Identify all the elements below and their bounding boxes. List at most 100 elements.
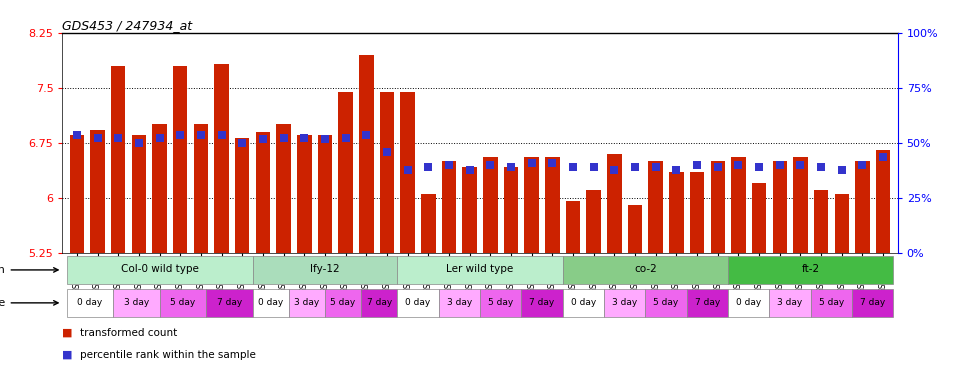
Text: ft-2: ft-2 — [802, 264, 820, 274]
Text: 5 day: 5 day — [330, 298, 355, 307]
Text: time: time — [0, 298, 58, 308]
Bar — [214, 64, 228, 253]
Text: 5 day: 5 day — [819, 298, 844, 307]
Bar — [728, 256, 894, 284]
Text: strain: strain — [0, 265, 58, 275]
Text: Ler wild type: Ler wild type — [446, 264, 514, 274]
Bar — [235, 138, 250, 253]
Bar — [173, 66, 187, 253]
Bar — [206, 289, 252, 317]
Point — [565, 164, 581, 170]
Point — [689, 162, 705, 168]
Bar — [587, 190, 601, 253]
Point — [544, 160, 560, 165]
Bar — [628, 205, 642, 253]
Point — [317, 136, 332, 142]
Point — [813, 164, 828, 170]
Text: 5 day: 5 day — [488, 298, 514, 307]
Text: 3 day: 3 day — [446, 298, 472, 307]
Text: 3 day: 3 day — [294, 298, 320, 307]
Bar — [690, 172, 705, 253]
Bar — [252, 256, 397, 284]
Bar — [463, 167, 477, 253]
Bar — [752, 183, 766, 253]
Text: GDS453 / 247934_at: GDS453 / 247934_at — [62, 19, 193, 32]
Bar — [852, 289, 894, 317]
Text: percentile rank within the sample: percentile rank within the sample — [80, 350, 255, 360]
Point — [586, 164, 601, 170]
Point — [483, 162, 498, 168]
Bar — [194, 124, 208, 253]
Bar — [769, 289, 811, 317]
Point — [854, 162, 870, 168]
Bar — [645, 289, 686, 317]
Text: 7 day: 7 day — [529, 298, 555, 307]
Text: 7 day: 7 day — [367, 298, 392, 307]
Point — [359, 132, 374, 138]
Text: 3 day: 3 day — [124, 298, 149, 307]
Bar — [607, 154, 622, 253]
Text: 0 day: 0 day — [258, 298, 283, 307]
Bar — [855, 161, 870, 253]
Point — [503, 164, 518, 170]
Point — [173, 132, 188, 138]
Bar — [289, 289, 324, 317]
Text: 5 day: 5 day — [654, 298, 679, 307]
Text: lfy-12: lfy-12 — [310, 264, 340, 274]
Bar — [811, 289, 852, 317]
Point — [710, 164, 726, 170]
Point — [648, 164, 663, 170]
Bar — [732, 157, 746, 253]
Bar — [132, 135, 146, 253]
Bar — [70, 135, 84, 253]
Bar — [297, 135, 311, 253]
Text: 7 day: 7 day — [695, 298, 720, 307]
Text: ■: ■ — [62, 350, 73, 360]
Bar — [252, 289, 289, 317]
Bar — [814, 190, 828, 253]
Bar — [113, 289, 159, 317]
Bar — [876, 150, 890, 253]
Bar — [728, 289, 769, 317]
Point — [524, 160, 540, 165]
Bar — [380, 92, 395, 253]
Bar — [276, 124, 291, 253]
Point — [607, 167, 622, 173]
Point — [132, 140, 147, 146]
Point — [214, 132, 229, 138]
Text: 7 day: 7 day — [860, 298, 885, 307]
Bar — [480, 289, 521, 317]
Bar — [604, 289, 645, 317]
Text: transformed count: transformed count — [80, 328, 177, 338]
Bar — [483, 157, 497, 253]
Bar — [338, 92, 353, 253]
Text: 7 day: 7 day — [217, 298, 242, 307]
Point — [379, 149, 395, 155]
Bar — [397, 289, 439, 317]
Point — [462, 167, 477, 173]
Bar — [773, 161, 787, 253]
Point — [400, 167, 416, 173]
Point — [772, 162, 787, 168]
Bar — [318, 135, 332, 253]
Bar — [90, 130, 105, 253]
Bar — [421, 194, 436, 253]
Bar — [400, 92, 415, 253]
Bar — [504, 167, 518, 253]
Point — [255, 136, 271, 142]
Point — [338, 135, 353, 141]
Bar — [255, 132, 270, 253]
Point — [834, 167, 850, 173]
Bar — [442, 161, 456, 253]
Point — [628, 164, 643, 170]
Bar — [361, 289, 397, 317]
Point — [876, 154, 891, 160]
Text: Col-0 wild type: Col-0 wild type — [121, 264, 199, 274]
Bar — [359, 55, 373, 253]
Text: 0 day: 0 day — [77, 298, 103, 307]
Point — [793, 162, 808, 168]
Bar — [649, 161, 663, 253]
Bar — [159, 289, 206, 317]
Bar — [111, 66, 126, 253]
Bar — [669, 172, 684, 253]
